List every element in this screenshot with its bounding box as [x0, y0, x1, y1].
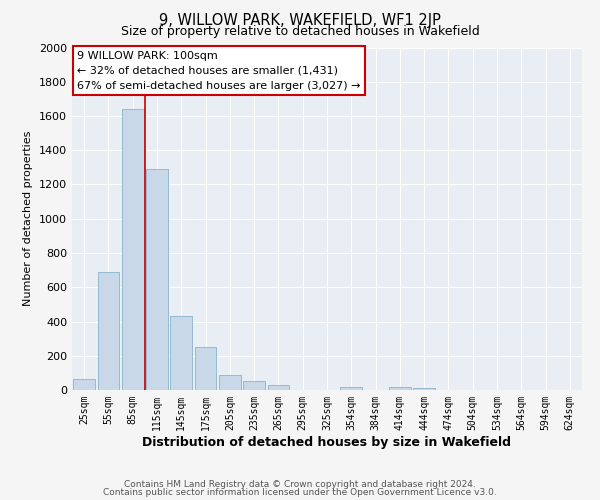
- Bar: [122, 109, 143, 390]
- Bar: [170, 316, 192, 390]
- Bar: [194, 347, 217, 390]
- Bar: [389, 386, 411, 390]
- Bar: [243, 382, 265, 390]
- Bar: [146, 169, 168, 390]
- Text: Size of property relative to detached houses in Wakefield: Size of property relative to detached ho…: [121, 25, 479, 38]
- X-axis label: Distribution of detached houses by size in Wakefield: Distribution of detached houses by size …: [143, 436, 511, 448]
- Y-axis label: Number of detached properties: Number of detached properties: [23, 131, 34, 306]
- Bar: [97, 272, 119, 390]
- Text: 9 WILLOW PARK: 100sqm
← 32% of detached houses are smaller (1,431)
67% of semi-d: 9 WILLOW PARK: 100sqm ← 32% of detached …: [77, 51, 361, 90]
- Bar: [73, 379, 95, 390]
- Text: Contains public sector information licensed under the Open Government Licence v3: Contains public sector information licen…: [103, 488, 497, 497]
- Text: 9, WILLOW PARK, WAKEFIELD, WF1 2JP: 9, WILLOW PARK, WAKEFIELD, WF1 2JP: [159, 12, 441, 28]
- Bar: [340, 386, 362, 390]
- Bar: [219, 374, 241, 390]
- Text: Contains HM Land Registry data © Crown copyright and database right 2024.: Contains HM Land Registry data © Crown c…: [124, 480, 476, 489]
- Bar: [413, 388, 435, 390]
- Bar: [268, 385, 289, 390]
